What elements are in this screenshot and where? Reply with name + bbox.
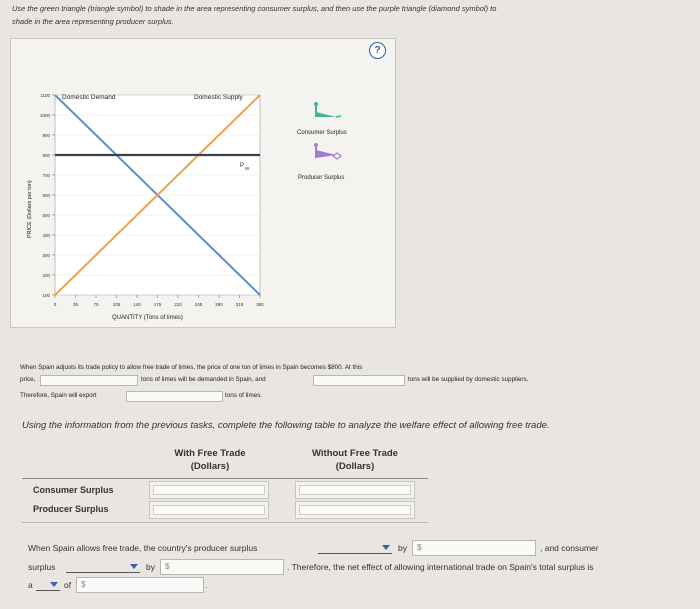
cs-with-free-trade-input[interactable] bbox=[149, 481, 269, 499]
supply-label: Domestic Supply bbox=[194, 94, 244, 101]
spain-line-3a: Therefore, Spain will export bbox=[20, 392, 97, 399]
consumer-surplus-change-dropdown[interactable] bbox=[66, 561, 140, 573]
x-tick-label: 35 bbox=[73, 302, 79, 307]
total-surplus-amount-input[interactable]: $ bbox=[76, 577, 204, 593]
help-icon[interactable]: ? bbox=[369, 42, 386, 59]
x-axis-label: QUANTITY (Tons of limes) bbox=[112, 315, 183, 321]
col1-unit: (Dollars) bbox=[190, 461, 230, 472]
spain-line-2c: tons will be supplied by domestic suppli… bbox=[408, 376, 529, 383]
spain-line-3b: tons of limes. bbox=[225, 392, 263, 399]
x-tick-label: 350 bbox=[256, 302, 264, 307]
spain-line-2a: price, bbox=[20, 376, 36, 383]
producer-surplus-legend-label: Producer Surplus bbox=[298, 175, 344, 181]
y-tick-label: 400 bbox=[42, 233, 50, 238]
x-tick-label: 210 bbox=[174, 302, 182, 307]
y-tick-label: 300 bbox=[42, 253, 50, 258]
diamond-icon bbox=[316, 150, 336, 158]
table-header-rule bbox=[22, 478, 428, 479]
instructions: Use the green triangle (triangle symbol)… bbox=[12, 2, 672, 28]
y-tick-label: 800 bbox=[42, 153, 50, 158]
col2-title: Without Free Trade bbox=[312, 448, 398, 459]
chevron-down-icon bbox=[130, 564, 138, 569]
summary-part-5: a bbox=[28, 580, 33, 590]
table-prompt: Using the information from the previous … bbox=[22, 420, 550, 431]
y-tick-label: 900 bbox=[42, 133, 50, 138]
col2-unit: (Dollars) bbox=[335, 461, 375, 472]
dollar-sign: $ bbox=[417, 543, 422, 552]
chevron-down-icon bbox=[382, 545, 390, 550]
producer-surplus-amount-input[interactable]: $ bbox=[412, 540, 536, 556]
ps-with-free-trade-input[interactable] bbox=[149, 501, 269, 519]
y-tick-label: 1100 bbox=[40, 93, 50, 98]
pw-label-p: P bbox=[240, 163, 244, 169]
domestic-supply-line bbox=[54, 94, 261, 296]
y-axis-label: PRICE (Dollars per ton) bbox=[27, 180, 33, 238]
y-tick-label: 500 bbox=[42, 213, 50, 218]
summary-by-2: by bbox=[146, 562, 155, 572]
y-tick-label: 1000 bbox=[40, 113, 51, 118]
x-tick-label: 315 bbox=[236, 302, 244, 307]
summary-part-6: of bbox=[64, 580, 72, 590]
instructions-line-1: Use the green triangle (triangle symbol)… bbox=[12, 4, 497, 13]
consumer-surplus-tool[interactable] bbox=[314, 102, 342, 118]
col1-title: With Free Trade bbox=[174, 448, 246, 459]
x-tick-label: 0 bbox=[54, 302, 57, 307]
supply-demand-chart: 1100 1000 900 800 700 600 500 400 300 200 100 0 35 7… bbox=[27, 93, 347, 321]
supplied-input[interactable] bbox=[313, 375, 405, 386]
summary-by-1: by bbox=[398, 543, 407, 553]
demand-label: Domestic Demand bbox=[62, 94, 116, 101]
dollar-sign: $ bbox=[81, 580, 86, 589]
spain-line-1: When Spain adjusts its trade policy to a… bbox=[20, 364, 363, 371]
producer-surplus-change-dropdown[interactable] bbox=[318, 542, 392, 554]
total-surplus-change-dropdown[interactable] bbox=[36, 579, 60, 591]
x-ticks: 0 35 70 105 140 175 210 245 280 315 350 bbox=[54, 295, 264, 307]
y-tick-label: 200 bbox=[42, 273, 50, 278]
summary-part-1: When Spain allows free trade, the countr… bbox=[28, 543, 258, 553]
export-input[interactable] bbox=[126, 391, 223, 402]
table-bottom-rule bbox=[22, 522, 428, 523]
summary-part-7: . bbox=[205, 580, 208, 590]
producer-surplus-tool[interactable] bbox=[314, 143, 342, 160]
y-tick-label: 600 bbox=[42, 193, 50, 198]
x-tick-label: 70 bbox=[93, 302, 99, 307]
demanded-input[interactable] bbox=[40, 375, 138, 386]
consumer-surplus-legend-label: Consumer Surplus bbox=[297, 130, 347, 136]
x-tick-label: 245 bbox=[195, 302, 203, 307]
consumer-surplus-amount-input[interactable]: $ bbox=[160, 559, 284, 575]
col-without-free-trade: Without Free Trade (Dollars) bbox=[295, 447, 415, 473]
y-tick-label: 700 bbox=[42, 173, 50, 178]
x-tick-label: 105 bbox=[113, 302, 121, 307]
spain-paragraph: When Spain adjusts its trade policy to a… bbox=[20, 362, 362, 374]
ps-without-free-trade-input[interactable] bbox=[295, 501, 415, 519]
x-tick-label: 280 bbox=[215, 302, 223, 307]
triangle-icon bbox=[316, 112, 336, 117]
pw-label-w: W bbox=[245, 166, 250, 171]
y-tick-label: 100 bbox=[42, 293, 50, 298]
dollar-sign: $ bbox=[165, 562, 170, 571]
spain-line-2b: tons of limes will be demanded in Spain,… bbox=[141, 376, 266, 383]
cs-without-free-trade-input[interactable] bbox=[295, 481, 415, 499]
y-ticks: 1100 1000 900 800 700 600 500 400 300 200 100 bbox=[40, 93, 55, 298]
summary-part-3: surplus bbox=[28, 562, 56, 572]
row-label-producer-surplus: Producer Surplus bbox=[33, 504, 109, 514]
x-tick-label: 175 bbox=[154, 302, 162, 307]
row-label-consumer-surplus: Consumer Surplus bbox=[33, 485, 114, 495]
chevron-down-icon bbox=[50, 582, 58, 587]
instructions-line-2: shade in the area representing producer … bbox=[12, 17, 174, 26]
summary-part-2: , and consumer bbox=[540, 543, 599, 553]
summary-part-4: . Therefore, the net effect of allowing … bbox=[287, 562, 594, 572]
x-tick-label: 140 bbox=[133, 302, 141, 307]
col-with-free-trade: With Free Trade (Dollars) bbox=[150, 447, 270, 473]
